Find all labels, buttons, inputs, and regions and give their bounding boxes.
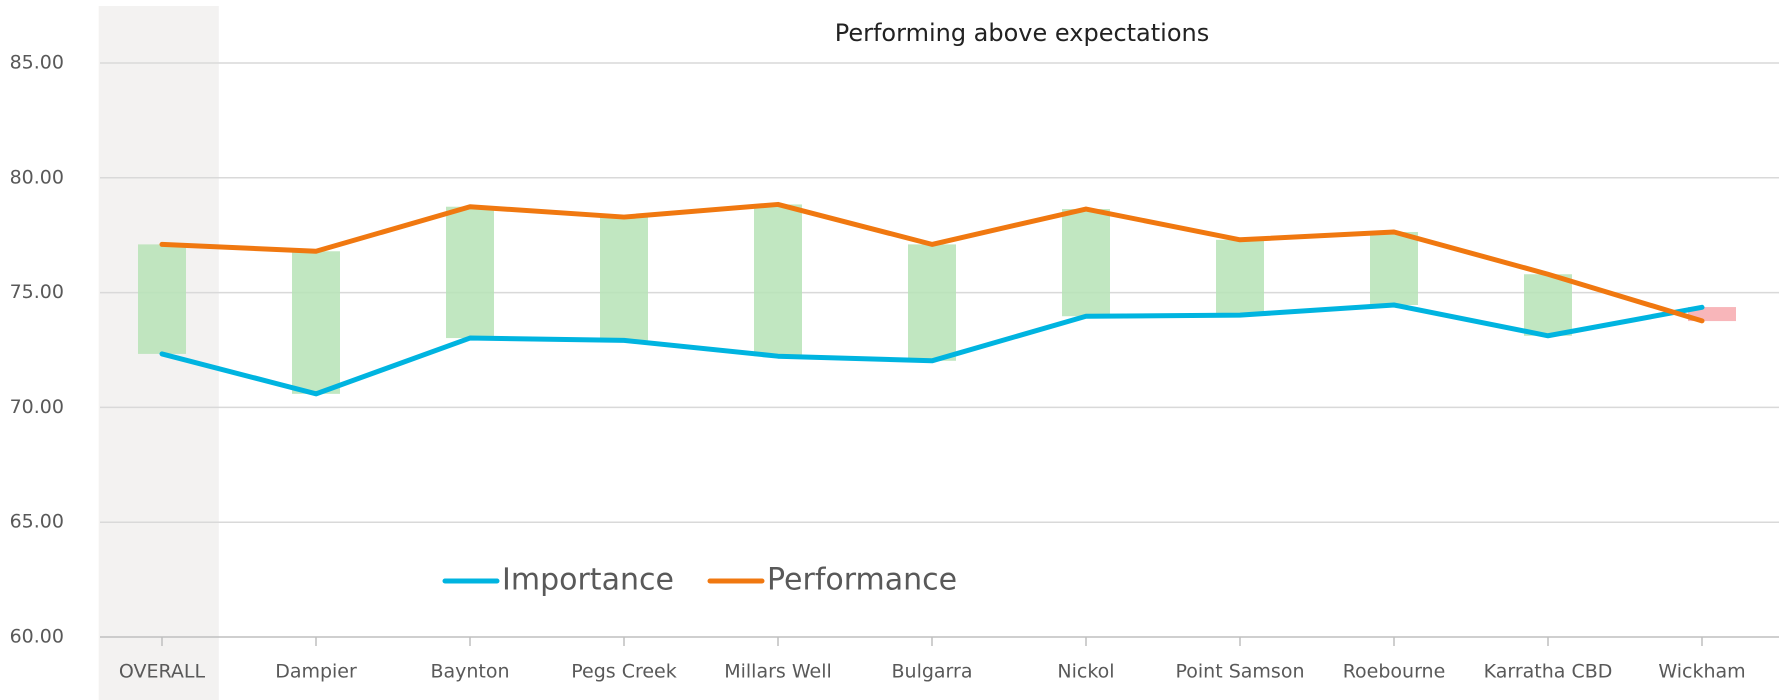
x-tick-label: Nickol [1057,661,1114,683]
gap-bar [1062,209,1110,317]
y-tick-label: 85.00 [10,52,64,74]
gap-bar [600,217,648,341]
y-tick-label: 60.00 [10,626,64,648]
legend-label: Performance [767,563,957,598]
y-tick-label: 70.00 [10,396,64,418]
series-line [159,201,1705,324]
y-tick-label: 75.00 [10,281,64,303]
x-tick-label: Bulgarra [892,661,973,683]
gap-bar [138,244,186,354]
gap-bar [1524,274,1572,336]
x-tick-label: Roebourne [1343,661,1446,683]
gap-bar [1216,239,1264,316]
x-tick-label: Pegs Creek [571,661,677,683]
x-tick-label: OVERALL [119,661,206,683]
series-line [159,302,1705,397]
chart-title: Performing above expectations [835,19,1210,47]
x-tick-label: Millars Well [724,661,832,683]
gap-bar [908,244,956,361]
x-tick-label: Wickham [1658,661,1745,683]
gap-bar [292,251,340,394]
x-tick-label: Baynton [430,661,509,683]
legend-label: Importance [502,563,674,598]
gap-bar [1370,231,1418,305]
y-tick-label: 80.00 [10,166,64,188]
x-tick-label: Karratha CBD [1484,661,1613,683]
x-tick-label: Point Samson [1176,661,1305,683]
gap-bar [1688,307,1736,322]
gap-bar [754,204,802,357]
x-tick-label: Dampier [275,661,357,683]
y-tick-label: 65.00 [10,511,64,533]
gap-bar [446,206,494,339]
